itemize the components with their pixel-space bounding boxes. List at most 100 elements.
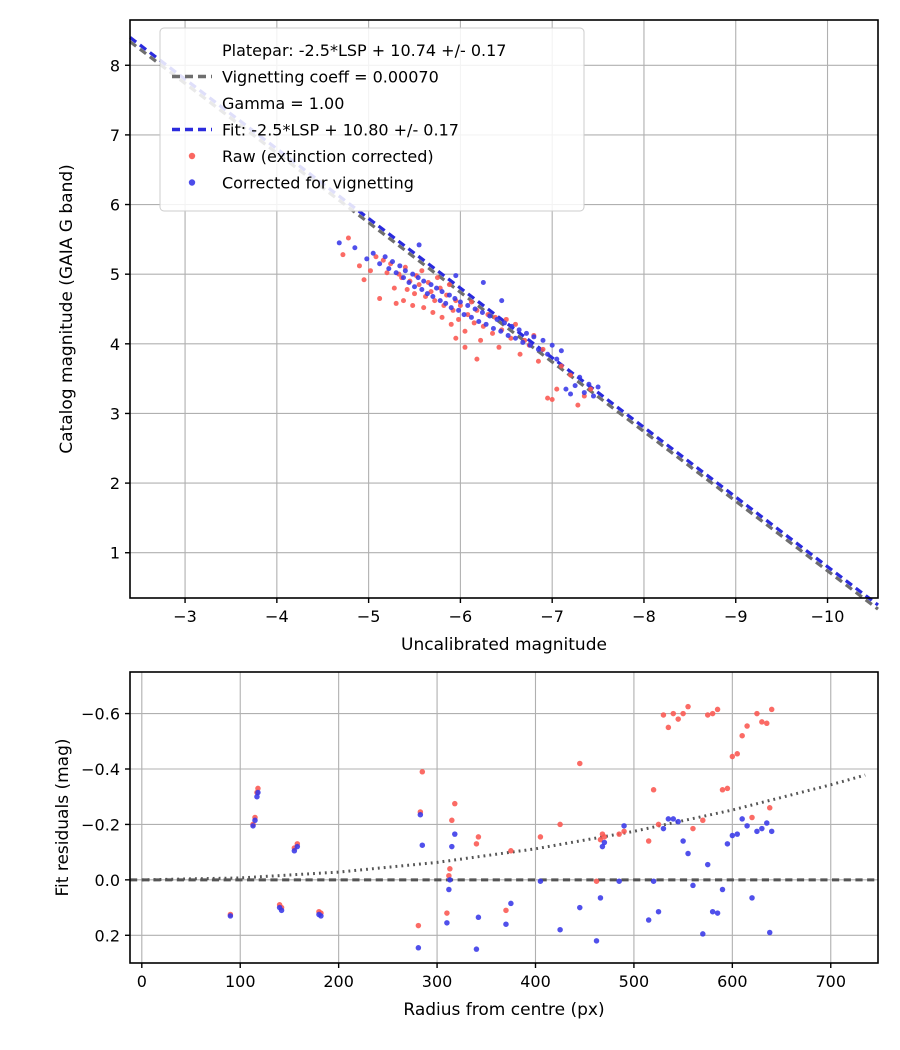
xtick-label: 300	[422, 972, 453, 991]
xtick-label: −6	[449, 607, 473, 626]
legend-marker-icon	[188, 152, 196, 160]
data-point	[401, 275, 407, 281]
data-point	[480, 280, 486, 286]
ytick-label: −0.6	[81, 705, 120, 724]
data-point	[278, 907, 285, 914]
data-point	[439, 314, 445, 320]
plot-area-fit-residuals	[130, 672, 878, 963]
data-point	[370, 250, 376, 256]
data-point	[446, 886, 452, 893]
ytick-label: 0.0	[95, 871, 120, 890]
data-point	[446, 292, 452, 298]
data-point	[471, 320, 477, 326]
data-point	[462, 328, 468, 334]
data-point	[670, 710, 677, 717]
legend-item-3[interactable]: Fit: -2.5*LSP + 10.80 +/- 0.17	[172, 121, 459, 140]
data-point	[700, 817, 706, 824]
legend-item-5[interactable]: Corrected for vignetting	[188, 174, 414, 193]
data-point	[447, 877, 453, 883]
legend-label: Platepar: -2.5*LSP + 10.74 +/- 0.17	[222, 41, 506, 60]
data-point	[558, 348, 564, 354]
xtick-label: 0	[137, 972, 147, 991]
legend-item-4[interactable]: Raw (extinction corrected)	[188, 147, 434, 166]
xtick-label: 400	[520, 972, 551, 991]
data-point	[254, 793, 260, 800]
axes-frame-fit-residuals	[129, 671, 879, 964]
data-point	[505, 332, 511, 338]
ytick-label: −0.4	[81, 760, 120, 779]
data-point	[446, 282, 452, 288]
data-point	[468, 299, 474, 305]
data-point	[476, 319, 482, 325]
data-point	[512, 321, 518, 327]
legend-label: Gamma = 1.00	[222, 94, 344, 113]
data-point	[660, 825, 667, 832]
data-point	[508, 900, 514, 907]
data-point	[419, 769, 426, 775]
xaxis-label-fit-residuals: Radius from centre (px)	[403, 1000, 604, 1020]
legend-item-2[interactable]: Gamma = 1.00	[222, 94, 344, 113]
data-point	[520, 339, 526, 345]
xaxis-label-photometric-calibration: Uncalibrated magnitude	[401, 635, 607, 655]
data-point	[444, 910, 450, 916]
data-point	[537, 834, 544, 840]
data-point	[700, 931, 706, 937]
data-point	[616, 878, 622, 884]
yaxis-label-fit-residuals: Fit residuals (mag)	[53, 739, 73, 897]
data-point	[744, 723, 750, 729]
data-point	[577, 904, 583, 911]
xtick-label: −7	[540, 607, 564, 626]
data-point	[416, 282, 422, 288]
data-point	[540, 346, 546, 352]
data-point	[417, 811, 424, 818]
xtick-label: −3	[173, 607, 197, 626]
data-point	[509, 323, 515, 329]
data-point	[490, 330, 496, 336]
data-point	[367, 268, 373, 274]
xtick-label: −5	[357, 607, 381, 626]
data-point	[568, 391, 574, 397]
series-raw-extinction-corrected	[340, 235, 594, 408]
data-point	[704, 712, 711, 718]
data-point	[545, 395, 551, 401]
data-point	[554, 356, 560, 362]
data-point	[749, 814, 755, 821]
data-point	[734, 751, 741, 757]
data-point	[690, 882, 696, 889]
data-point	[444, 920, 450, 926]
data-point	[434, 275, 440, 281]
data-point	[685, 703, 691, 710]
data-point	[557, 926, 563, 933]
data-point	[415, 945, 422, 951]
xtick-label: 500	[619, 972, 650, 991]
data-point	[437, 298, 443, 304]
xtick-label: −4	[265, 607, 289, 626]
ytick-label: 5	[110, 265, 120, 284]
legend-item-0[interactable]: Platepar: -2.5*LSP + 10.74 +/- 0.17	[222, 41, 506, 60]
data-point	[377, 296, 383, 302]
axes-frame-photometric-calibration	[129, 19, 879, 599]
data-point	[410, 271, 416, 277]
data-point	[558, 363, 564, 369]
data-point	[593, 938, 600, 944]
data-point	[724, 841, 731, 847]
legend-item-1[interactable]: Vignetting coeff = 0.00070	[172, 68, 439, 87]
data-point	[670, 816, 677, 822]
yaxis-label-photometric-calibration: Catalog magnitude (GAIA G band)	[57, 164, 77, 454]
data-point	[457, 299, 463, 305]
data-point	[255, 789, 261, 796]
data-point	[468, 314, 474, 320]
data-point	[377, 261, 383, 267]
data-point	[416, 242, 422, 248]
data-point	[318, 913, 324, 919]
data-point	[764, 820, 770, 826]
data-point	[448, 321, 454, 327]
data-point	[690, 825, 696, 832]
xtick-label: 100	[225, 972, 256, 991]
data-point	[575, 402, 581, 408]
data-point	[402, 268, 408, 274]
data-point	[759, 719, 765, 725]
data-point	[439, 289, 445, 295]
data-point	[412, 291, 418, 297]
data-point	[424, 291, 430, 297]
